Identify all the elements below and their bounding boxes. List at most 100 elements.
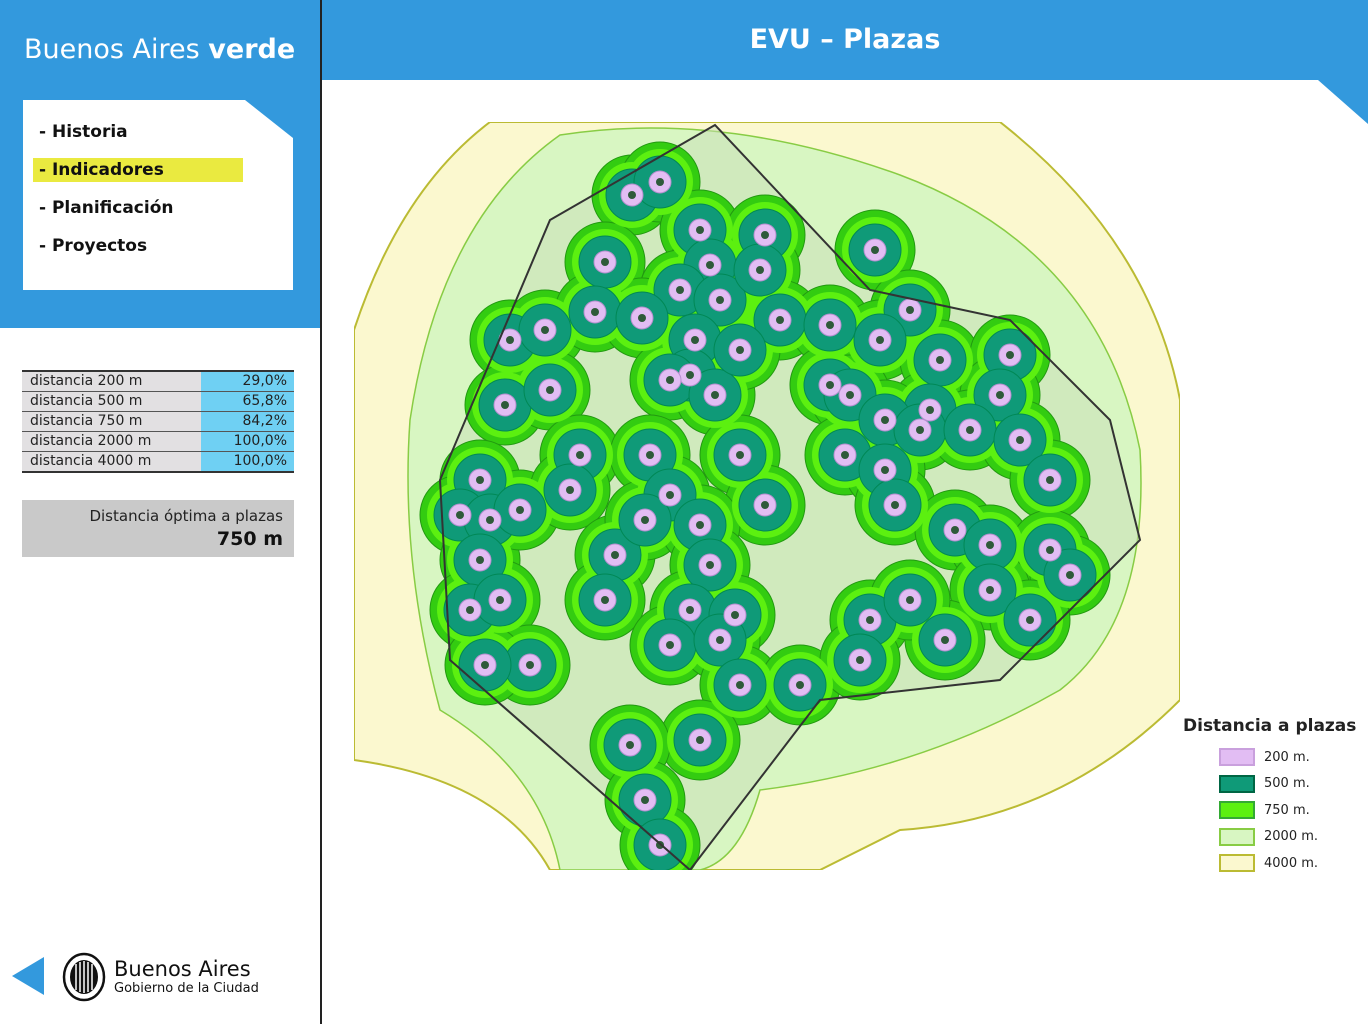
row-value: 100,0% [201,452,294,471]
table-row: distancia 750 m 84,2% [22,411,294,431]
map [354,122,1180,870]
park-buffer [1016,436,1024,444]
table-row: distancia 4000 m 100,0% [22,451,294,471]
park-buffer [1046,476,1054,484]
park-buffer [826,321,834,329]
park-buffer [666,641,674,649]
optimal-box: Distancia óptima a plazas 750 m [22,500,294,557]
park-buffer [1026,616,1034,624]
park-buffer [638,314,646,322]
legend-item: 750 m. [1219,797,1356,824]
park-buffer [456,511,464,519]
park-buffer [476,556,484,564]
park-buffer [756,266,764,274]
park-buffer [576,451,584,459]
row-label: distancia 500 m [22,392,201,411]
park-buffer [686,371,694,379]
legend-item: 4000 m. [1219,850,1356,877]
park-buffer [1066,571,1074,579]
park-buffer [1046,546,1054,554]
brand-name: Buenos Aires [24,34,200,65]
park-buffer [686,606,694,614]
park-buffer [926,406,934,414]
legend-label: 2000 m. [1264,829,1319,845]
park-buffer [501,401,509,409]
park-buffer [641,796,649,804]
brand: Buenos Aires verde [24,34,295,65]
park-buffer [706,561,714,569]
legend-title: Distancia a plazas [1183,716,1357,736]
park-buffer [866,616,874,624]
footer-subtitle: Gobierno de la Ciudad [114,981,259,996]
park-buffer [476,476,484,484]
park-buffer [691,336,699,344]
park-buffer [891,501,899,509]
park-buffer [641,516,649,524]
park-buffer [566,486,574,494]
legend-label: 200 m. [1264,749,1310,765]
menu-item[interactable]: - Indicadores [33,158,243,182]
park-buffer [628,191,636,199]
park-buffer [466,606,474,614]
park-buffer [916,426,924,434]
city-logo [62,952,106,1002]
divider [320,0,322,1024]
park-buffer [876,336,884,344]
park-buffer [496,596,504,604]
park-buffer [696,226,704,234]
park-buffer [716,636,724,644]
park-buffer [626,741,634,749]
menu-item[interactable]: - Historia [39,122,128,142]
header-corner [1318,80,1368,124]
park-buffer [711,391,719,399]
park-buffer [936,356,944,364]
park-buffer [796,681,804,689]
park-buffer [601,258,609,266]
park-buffer [996,391,1004,399]
park-buffer [856,656,864,664]
park-buffer [506,336,514,344]
optimal-label: Distancia óptima a plazas [89,507,283,525]
park-buffer [951,526,959,534]
row-value: 100,0% [201,432,294,451]
row-label: distancia 2000 m [22,432,201,451]
park-buffer [481,661,489,669]
park-buffer [736,681,744,689]
legend-swatch [1219,854,1255,873]
footer-name: Buenos Aires [114,957,251,981]
park-buffer [516,506,524,514]
park-buffer [761,231,769,239]
row-value: 84,2% [201,412,294,431]
park-buffer [841,451,849,459]
park-buffer [736,346,744,354]
back-button[interactable] [10,955,46,997]
indicator-table: distancia 200 m 29,0% distancia 500 m 65,8%… [22,370,294,473]
park-buffer [486,516,494,524]
park-buffer [526,661,534,669]
park-buffer [881,416,889,424]
park-buffer [776,316,784,324]
park-buffer [716,296,724,304]
legend-item: 2000 m. [1219,824,1356,851]
park-buffer [986,586,994,594]
menu-item[interactable]: - Planificación [39,198,174,218]
legend-swatch [1219,827,1255,846]
park-buffer [646,451,654,459]
optimal-value: 750 m [216,528,283,550]
park-buffer [731,611,739,619]
park-buffer [601,596,609,604]
park-buffer [696,521,704,529]
legend-swatch [1219,748,1255,767]
menu-item[interactable]: - Proyectos [39,236,148,256]
park-buffer [906,306,914,314]
row-value: 65,8% [201,392,294,411]
park-buffer [761,501,769,509]
park-buffer [941,636,949,644]
legend-item: 500 m. [1219,771,1356,798]
page-header: EVU – Plazas [322,0,1368,80]
map-legend: Distancia a plazas 200 m. 500 m. 750 m. 200… [1183,716,1356,877]
park-buffer [611,551,619,559]
park-buffer [666,376,674,384]
legend-item: 200 m. [1219,744,1356,771]
